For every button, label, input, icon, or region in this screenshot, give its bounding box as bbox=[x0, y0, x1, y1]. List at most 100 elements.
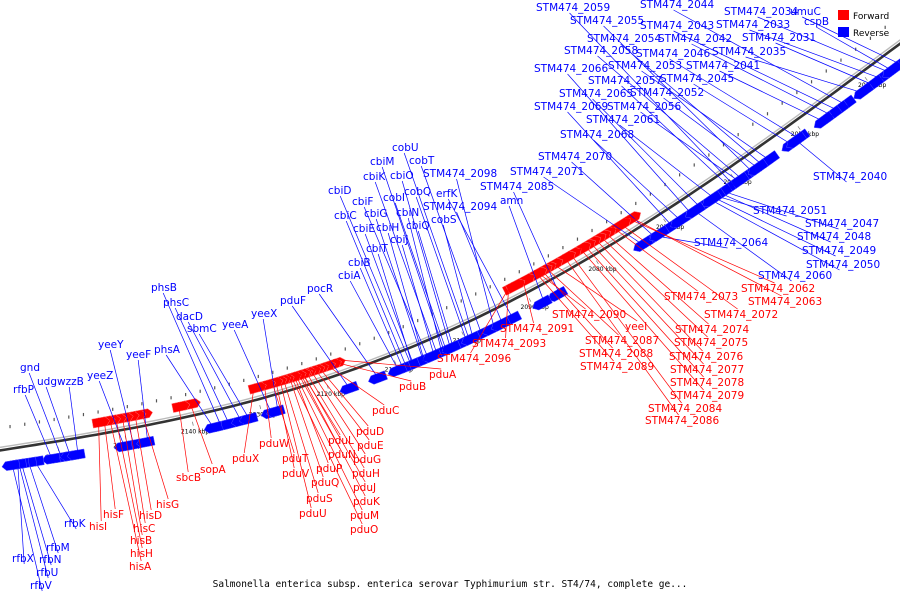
leader-line bbox=[816, 26, 897, 74]
leader-line bbox=[567, 111, 676, 230]
gene-label: pduD bbox=[356, 426, 384, 438]
leader-line bbox=[300, 369, 366, 483]
leader-line bbox=[420, 165, 484, 339]
tick-mark bbox=[259, 405, 262, 410]
leader-line bbox=[505, 283, 510, 339]
gene-arrow bbox=[532, 294, 553, 311]
leader-line bbox=[577, 245, 704, 391]
gene-label: pduL bbox=[328, 435, 354, 447]
leader-line bbox=[669, 58, 804, 142]
track-dot bbox=[504, 277, 506, 281]
leader-line bbox=[121, 413, 143, 536]
track-dot bbox=[766, 112, 769, 116]
leader-line bbox=[162, 292, 224, 431]
gene-label: cbiO bbox=[390, 170, 414, 182]
leader-line bbox=[401, 244, 436, 360]
gene-label: hisC bbox=[133, 523, 155, 535]
leader-line bbox=[673, 30, 843, 113]
gene-label: sbcB bbox=[176, 472, 201, 484]
legend-forward-label: Forward bbox=[853, 12, 889, 22]
leader-line bbox=[602, 230, 709, 325]
track-dot bbox=[489, 285, 491, 289]
gene-label: STM474_2084 bbox=[648, 403, 722, 415]
track-dot bbox=[722, 143, 725, 147]
gene-label: STM474_2089 bbox=[580, 361, 654, 373]
gene-label: pocR bbox=[307, 283, 333, 295]
leader-line bbox=[108, 416, 142, 562]
gene-label: STM474_2049 bbox=[802, 245, 876, 257]
leader-line bbox=[270, 378, 295, 454]
leader-line bbox=[549, 261, 638, 322]
gene-label: pduU bbox=[299, 508, 327, 520]
leader-line bbox=[349, 280, 401, 375]
gene-label: STM474_2065 bbox=[559, 88, 633, 100]
tick-mark bbox=[797, 126, 801, 130]
leader-line bbox=[303, 368, 365, 469]
track-dot bbox=[752, 122, 754, 126]
gene-label: yeeY bbox=[98, 339, 124, 351]
leader-line bbox=[374, 181, 440, 359]
leader-line bbox=[567, 73, 695, 218]
leader-line bbox=[98, 418, 102, 522]
leader-line bbox=[318, 293, 382, 382]
leader-line bbox=[620, 43, 766, 169]
leader-line bbox=[29, 466, 59, 554]
gene-label: cbiT bbox=[366, 243, 388, 255]
leader-line bbox=[569, 12, 737, 189]
track-dot bbox=[199, 389, 201, 393]
track-dot bbox=[112, 407, 114, 411]
track-dot bbox=[272, 370, 274, 374]
gene-arrow bbox=[422, 348, 443, 363]
gene-label: sopA bbox=[200, 464, 227, 476]
gene-label: STM474_2054 bbox=[587, 33, 661, 45]
track-dot bbox=[185, 392, 187, 397]
track-dot bbox=[825, 69, 827, 73]
gene-arrow bbox=[41, 452, 61, 465]
leader-line bbox=[592, 236, 703, 352]
leader-line bbox=[403, 152, 472, 345]
leader-line bbox=[278, 376, 312, 509]
leader-line bbox=[28, 372, 64, 462]
track-dot bbox=[547, 254, 549, 258]
gene-label: pduJ bbox=[353, 482, 376, 494]
gene-label: hisA bbox=[129, 561, 152, 573]
leader-line bbox=[359, 267, 406, 373]
gene-arrow bbox=[461, 330, 482, 346]
tick-label: 2120 kbp bbox=[317, 391, 345, 398]
gene-label: pduG bbox=[353, 454, 381, 466]
leader-line bbox=[312, 366, 370, 441]
backbone-shadow bbox=[0, 39, 900, 449]
gene-label: STM474_2066 bbox=[534, 63, 608, 75]
gene-label: STM474_2057 bbox=[588, 75, 662, 87]
leader-line bbox=[345, 220, 409, 372]
gene-label: cbiC bbox=[334, 210, 357, 222]
tick-label: 2140 kbp bbox=[181, 428, 209, 435]
leader-line bbox=[533, 270, 614, 362]
gene-label: STM474_2071 bbox=[510, 166, 584, 178]
gene-label: STM474_2090 bbox=[552, 309, 626, 321]
gene-label: STM474_2058 bbox=[564, 45, 638, 57]
leader-line bbox=[174, 307, 232, 429]
track-dot bbox=[620, 211, 622, 215]
leader-line bbox=[693, 83, 796, 148]
track-dot bbox=[286, 366, 288, 370]
track-dot bbox=[53, 417, 55, 422]
leader-line bbox=[592, 98, 704, 211]
track-dot bbox=[126, 405, 128, 409]
leader-line bbox=[715, 202, 840, 271]
leader-line bbox=[13, 469, 43, 592]
track-dot bbox=[693, 163, 695, 167]
gene-label: STM474_2091 bbox=[500, 323, 574, 335]
gene-label: rfbK bbox=[64, 518, 87, 530]
gene-label: yeeF bbox=[126, 349, 151, 361]
leader-line bbox=[508, 205, 546, 307]
leader-line bbox=[316, 364, 369, 427]
legend-forward-swatch bbox=[838, 10, 849, 20]
gene-label: STM474_2052 bbox=[630, 87, 704, 99]
gene-label: cbiG bbox=[364, 208, 388, 220]
gene-label: phsC bbox=[163, 297, 189, 309]
leader-line bbox=[698, 213, 792, 282]
leader-line bbox=[447, 198, 516, 323]
track-dot bbox=[359, 342, 361, 346]
